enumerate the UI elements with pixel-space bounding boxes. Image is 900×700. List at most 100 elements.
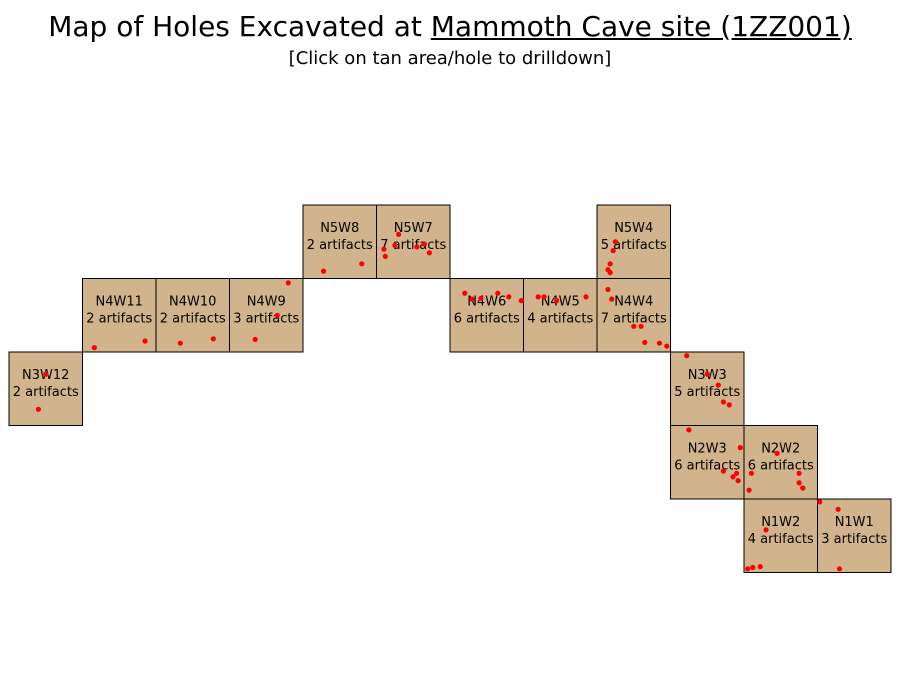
artifact-point [684, 353, 690, 359]
artifact-count-label: 3 artifacts [233, 312, 299, 327]
artifact-point [605, 286, 611, 293]
artifact-point [274, 312, 280, 318]
hole-n4w6[interactable]: N4W6 6 artifacts [449, 278, 524, 353]
hole-id-label: N1W2 [761, 515, 800, 530]
artifact-point [381, 246, 387, 252]
hole-n1w1[interactable]: N1W1 3 artifacts [817, 498, 892, 573]
artifact-point [396, 231, 402, 237]
artifact-count-label: 2 artifacts [307, 238, 373, 253]
artifact-point [836, 566, 843, 572]
artifact-point [735, 478, 741, 484]
hole-area[interactable] [523, 278, 598, 353]
hole-area[interactable] [155, 278, 230, 353]
artifact-point [607, 261, 613, 267]
artifact-point [469, 296, 475, 302]
artifact-point [359, 261, 365, 267]
artifact-point [518, 298, 524, 304]
hole-area[interactable] [376, 204, 451, 279]
hole-id-label: N5W4 [614, 221, 653, 236]
hole-id-label: N5W8 [320, 221, 359, 236]
hole-n3w3[interactable]: N3W35 artifacts [670, 351, 745, 426]
hole-area[interactable] [449, 278, 524, 353]
hole-id-label: N2W3 [688, 442, 727, 457]
artifact-point [796, 480, 802, 486]
artifact-point [817, 499, 823, 505]
artifact-point [800, 485, 806, 491]
artifact-point [43, 371, 49, 377]
hole-area[interactable] [8, 351, 83, 426]
artifact-point [535, 294, 541, 300]
site-link[interactable]: Mammoth Cave site (1ZZ001) [430, 10, 852, 43]
hole-n4w5[interactable]: N4W5 4 artifacts [523, 278, 598, 353]
artifact-count-label: 4 artifacts [527, 312, 593, 327]
artifact-point [462, 290, 468, 296]
hole-n1w2[interactable]: N1W2 4 artifacts [743, 498, 818, 573]
artifact-point [421, 241, 427, 247]
artifact-point [91, 345, 97, 351]
artifact-point [631, 323, 637, 329]
artifact-point [835, 506, 841, 512]
artifact-point [734, 470, 740, 476]
hole-n3w12[interactable]: N3W122 artifacts [8, 351, 83, 426]
hole-area[interactable] [670, 425, 745, 500]
artifact-point [720, 399, 727, 405]
artifact-count-label: 2 artifacts [160, 312, 226, 327]
artifact-count-label: 2 artifacts [13, 385, 79, 400]
artifact-point [774, 450, 780, 456]
hole-id-label: N4W10 [169, 295, 216, 310]
hole-id-label: N4W4 [614, 295, 653, 310]
hole-n5w7[interactable]: N5W7 7 artifacts [376, 204, 451, 279]
hole-area[interactable] [596, 204, 671, 279]
artifact-point [609, 296, 615, 302]
artifact-point [321, 268, 327, 274]
hole-id-label: N5W7 [394, 221, 433, 236]
artifact-point [210, 336, 216, 342]
artifact-point [382, 253, 388, 259]
artifact-count-label: 7 artifacts [601, 312, 667, 327]
artifact-count-label: 4 artifacts [748, 532, 814, 547]
artifact-point [796, 470, 802, 476]
hole-area[interactable] [817, 498, 892, 573]
artifact-point [414, 244, 420, 250]
page-subtitle: [Click on tan area/hole to drilldown] [288, 48, 612, 69]
hole-n2w3[interactable]: N2W3 6 artifacts [670, 425, 745, 500]
hole-n5w8[interactable]: N5W8 2 artifacts [302, 204, 377, 279]
artifact-point [757, 564, 763, 570]
hole-id-label: N4W6 [467, 295, 506, 310]
artifact-point [252, 336, 258, 343]
hole-area[interactable] [670, 351, 745, 426]
hole-id-label: N4W5 [541, 295, 580, 310]
artifact-count-label: 7 artifacts [380, 238, 446, 253]
artifact-point [495, 290, 501, 296]
artifact-point [664, 343, 670, 349]
artifact-count-label: 5 artifacts [674, 385, 740, 400]
artifact-point [638, 323, 644, 329]
artifact-point [715, 382, 721, 388]
artifact-point [730, 474, 736, 480]
artifact-point [583, 294, 589, 300]
artifact-point [506, 294, 512, 300]
artifact-point [704, 371, 710, 377]
title-prefix: Map of Holes Excavated at [48, 10, 431, 43]
artifact-point [737, 445, 743, 451]
artifact-point [745, 566, 751, 572]
hole-n4w10[interactable]: N4W10 2 artifacts [155, 278, 230, 353]
page-title: Map of Holes Excavated at Mammoth Cave s… [0, 10, 900, 43]
hole-n4w9[interactable]: N4W9 3 artifacts [229, 278, 304, 353]
hole-area[interactable] [229, 278, 304, 353]
artifact-count-label: 6 artifacts [674, 459, 740, 474]
artifact-point [612, 239, 619, 245]
hole-id-label: N1W1 [835, 515, 874, 530]
artifact-count-label: 6 artifacts [454, 312, 520, 327]
artifact-count-label: 2 artifacts [86, 312, 152, 327]
artifact-point [285, 280, 291, 286]
hole-id-label: N4W9 [247, 295, 286, 310]
artifact-point [426, 250, 432, 256]
hole-area[interactable] [743, 425, 818, 500]
artifact-point [554, 298, 560, 304]
hole-id-label: N2W2 [761, 442, 800, 457]
hole-area[interactable] [743, 498, 818, 573]
hole-n2w2[interactable]: N2W2 6 artifacts [743, 425, 818, 500]
hole-id-label: N4W11 [96, 295, 143, 310]
